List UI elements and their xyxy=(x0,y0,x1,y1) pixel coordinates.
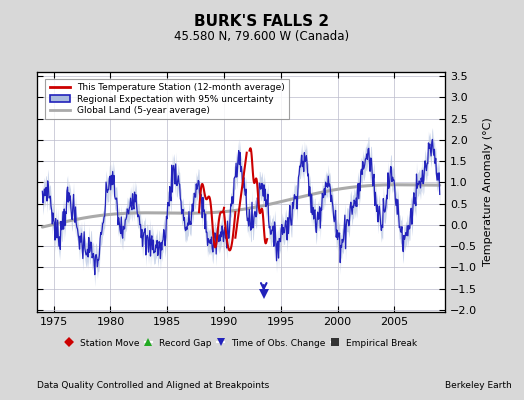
Text: 45.580 N, 79.600 W (Canada): 45.580 N, 79.600 W (Canada) xyxy=(174,30,350,43)
Text: Data Quality Controlled and Aligned at Breakpoints: Data Quality Controlled and Aligned at B… xyxy=(37,381,269,390)
Text: BURK'S FALLS 2: BURK'S FALLS 2 xyxy=(194,14,330,29)
Legend: Station Move, Record Gap, Time of Obs. Change, Empirical Break: Station Move, Record Gap, Time of Obs. C… xyxy=(62,336,420,350)
Text: Berkeley Earth: Berkeley Earth xyxy=(445,381,512,390)
Y-axis label: Temperature Anomaly (°C): Temperature Anomaly (°C) xyxy=(483,118,493,266)
Legend: This Temperature Station (12-month average), Regional Expectation with 95% uncer: This Temperature Station (12-month avera… xyxy=(45,79,289,120)
